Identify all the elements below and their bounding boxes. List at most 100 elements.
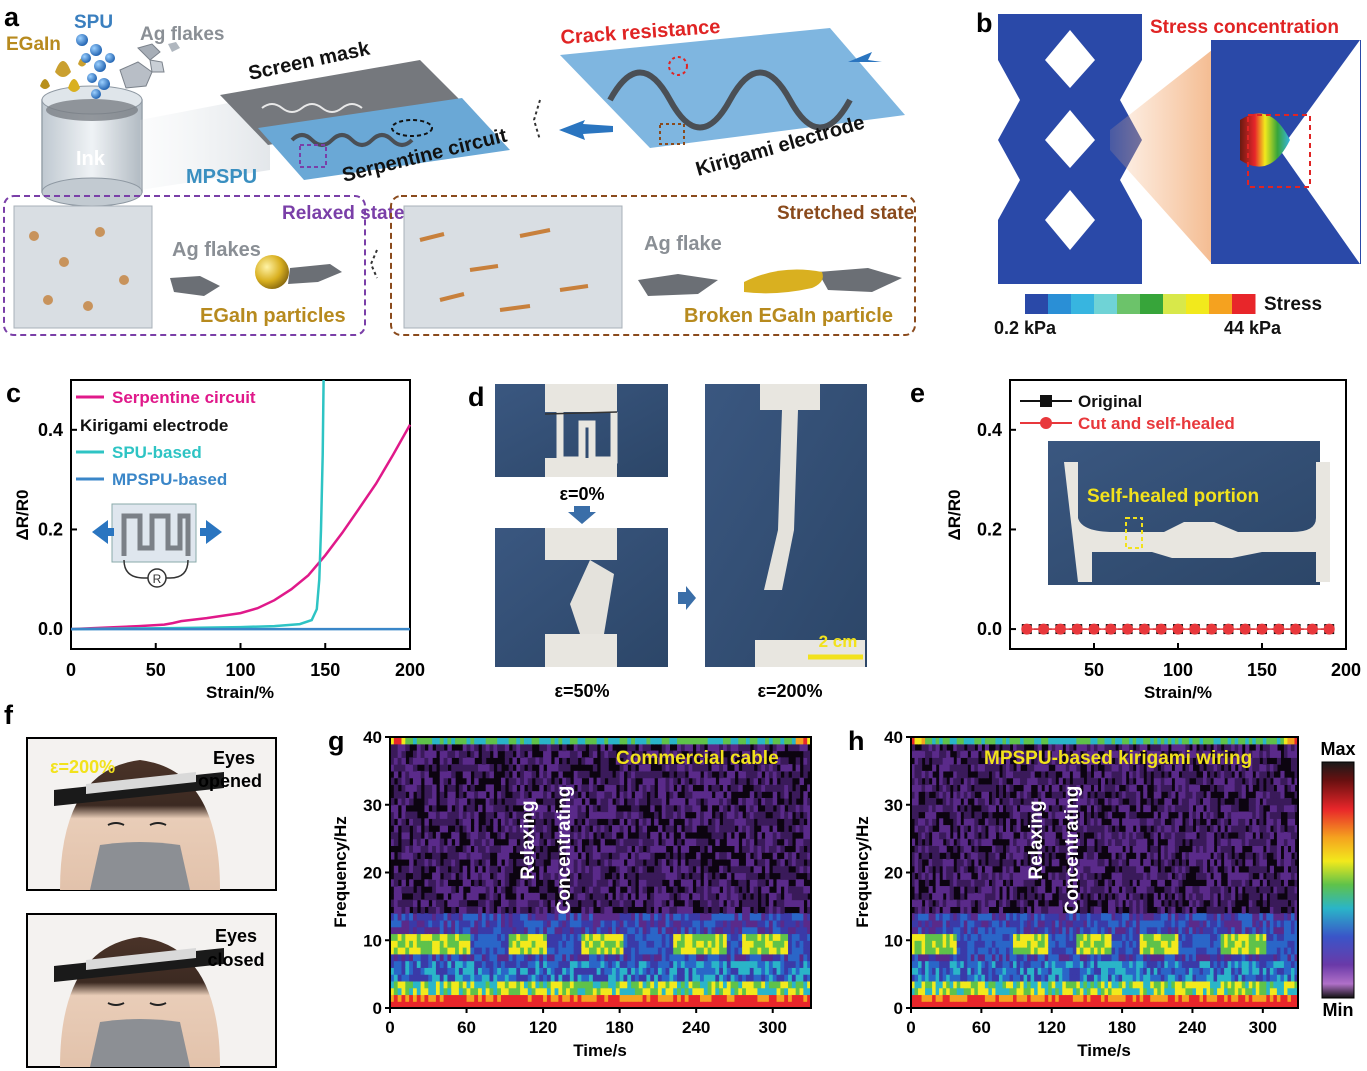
spectrogram-cell bbox=[573, 947, 579, 955]
spectrogram-cell bbox=[928, 1001, 933, 1008]
spectrogram-cell bbox=[608, 777, 613, 786]
spectrogram-cell bbox=[977, 770, 982, 779]
spectrogram-cell bbox=[684, 872, 690, 880]
spectrogram-cell bbox=[562, 804, 567, 813]
spectrogram-cell bbox=[977, 872, 982, 880]
spectrogram-cell bbox=[619, 865, 625, 874]
spectrogram-cell bbox=[669, 797, 674, 806]
spectrogram-cell bbox=[942, 987, 947, 996]
spectrogram-cell bbox=[1016, 940, 1021, 948]
spectrogram-cell bbox=[776, 987, 781, 996]
spectrogram-cell bbox=[1055, 967, 1060, 975]
spectrogram-cell bbox=[508, 974, 514, 982]
spectrogram-cell bbox=[1016, 858, 1021, 867]
spectrogram-cell bbox=[1037, 960, 1042, 968]
spectrogram-cell bbox=[573, 967, 579, 975]
spectrogram-cell bbox=[531, 804, 537, 813]
spectrogram-cell bbox=[634, 953, 640, 962]
spectrogram-cell bbox=[1044, 994, 1049, 1002]
spectrogram-cell bbox=[918, 953, 923, 962]
spectrogram-cell bbox=[589, 886, 594, 894]
spectrogram-cell bbox=[935, 865, 940, 874]
spectrogram-cell bbox=[742, 886, 747, 894]
spectrogram-cell bbox=[585, 831, 590, 840]
spectrogram-h bbox=[911, 737, 1298, 1008]
spectrogram-cell bbox=[1005, 933, 1011, 941]
spectrogram-cell bbox=[462, 974, 468, 982]
spectrogram-cell bbox=[703, 913, 709, 921]
spectrogram-cell bbox=[742, 940, 747, 948]
spectrogram-cell bbox=[757, 974, 762, 982]
spectrogram-cell bbox=[956, 818, 961, 826]
spectrogram-cell bbox=[757, 919, 762, 928]
spectrogram-cell bbox=[558, 791, 563, 799]
spectrogram-cell bbox=[949, 777, 954, 786]
spectrogram-cell bbox=[807, 872, 811, 880]
spectrogram-cell bbox=[1016, 757, 1021, 765]
spectrogram-cell bbox=[543, 831, 548, 840]
spectrogram-cell bbox=[500, 737, 506, 745]
y-tick-label: 10 bbox=[363, 931, 382, 950]
spectrogram-cell bbox=[967, 831, 972, 840]
spectrogram-cell bbox=[1030, 879, 1035, 887]
spectrogram-cell bbox=[981, 831, 986, 840]
spectrogram-cell bbox=[497, 831, 502, 840]
spectrogram-cell bbox=[745, 940, 751, 948]
spectrogram-cell bbox=[1020, 1001, 1025, 1008]
spectrogram-cell bbox=[791, 899, 797, 907]
spectrogram-cell bbox=[485, 865, 491, 874]
spectrogram-cell bbox=[416, 974, 422, 982]
spectrogram-cell bbox=[680, 879, 686, 887]
spectrogram-cell bbox=[784, 947, 789, 955]
spectrogram-cell bbox=[780, 960, 785, 968]
spectrogram-cell bbox=[684, 913, 690, 921]
spectrogram-cell bbox=[585, 994, 590, 1002]
spectrogram-cell bbox=[604, 858, 609, 867]
spectrogram-cell bbox=[988, 953, 993, 962]
spectrogram-cell bbox=[409, 865, 414, 874]
spectrogram-cell bbox=[935, 879, 940, 887]
spectrogram-cell bbox=[726, 825, 732, 833]
spectrogram-cell bbox=[405, 919, 410, 928]
spectrogram-cell bbox=[585, 940, 590, 948]
spectrogram-cell bbox=[946, 858, 951, 867]
spectrogram-cell bbox=[742, 838, 747, 846]
spectrogram-cell bbox=[573, 838, 579, 846]
spectrogram-cell bbox=[749, 879, 755, 887]
spectrogram-cell bbox=[984, 967, 989, 975]
spectrogram-cell bbox=[497, 906, 502, 914]
spectrogram-cell bbox=[707, 953, 713, 962]
spectrogram-cell bbox=[753, 797, 759, 806]
spectrogram-cell bbox=[661, 892, 667, 901]
spectrogram-cell bbox=[585, 967, 590, 975]
spectrogram-cell bbox=[566, 791, 571, 799]
spectrogram-cell bbox=[745, 953, 751, 962]
spectrogram-cell bbox=[722, 947, 728, 955]
panel-f: f ε=200% Eyes opened Eyes closed bbox=[4, 700, 277, 1068]
spectrogram-cell bbox=[977, 994, 982, 1002]
spectrogram-cell bbox=[485, 764, 491, 772]
spectrogram-cell bbox=[1013, 838, 1018, 846]
spectrogram-cell bbox=[788, 994, 793, 1002]
spectrogram-cell bbox=[604, 831, 609, 840]
spectrogram-cell bbox=[711, 750, 716, 758]
spectrogram-cell bbox=[657, 919, 663, 928]
spectrogram-cell bbox=[1044, 818, 1049, 826]
spectrogram-cell bbox=[397, 953, 403, 962]
spectrogram-cell bbox=[562, 811, 567, 819]
spectrogram-cell bbox=[799, 899, 804, 907]
spectrogram-cell bbox=[946, 865, 951, 874]
spectrogram-cell bbox=[608, 845, 613, 853]
spectrogram-cell bbox=[581, 994, 586, 1002]
spectrogram-cell bbox=[742, 980, 747, 989]
spectrogram-cell bbox=[592, 1001, 598, 1008]
spectrogram-cell bbox=[562, 757, 567, 765]
spectrogram-cell bbox=[1027, 865, 1032, 874]
f-strain-label: ε=200% bbox=[50, 757, 115, 777]
spectrogram-cell bbox=[692, 953, 697, 962]
spectrogram-cell bbox=[953, 980, 958, 989]
spectrogram-cell bbox=[977, 926, 982, 935]
spectrogram-cell bbox=[657, 953, 663, 962]
spectrogram-cell bbox=[420, 858, 426, 867]
spectrogram-cell bbox=[435, 987, 441, 996]
